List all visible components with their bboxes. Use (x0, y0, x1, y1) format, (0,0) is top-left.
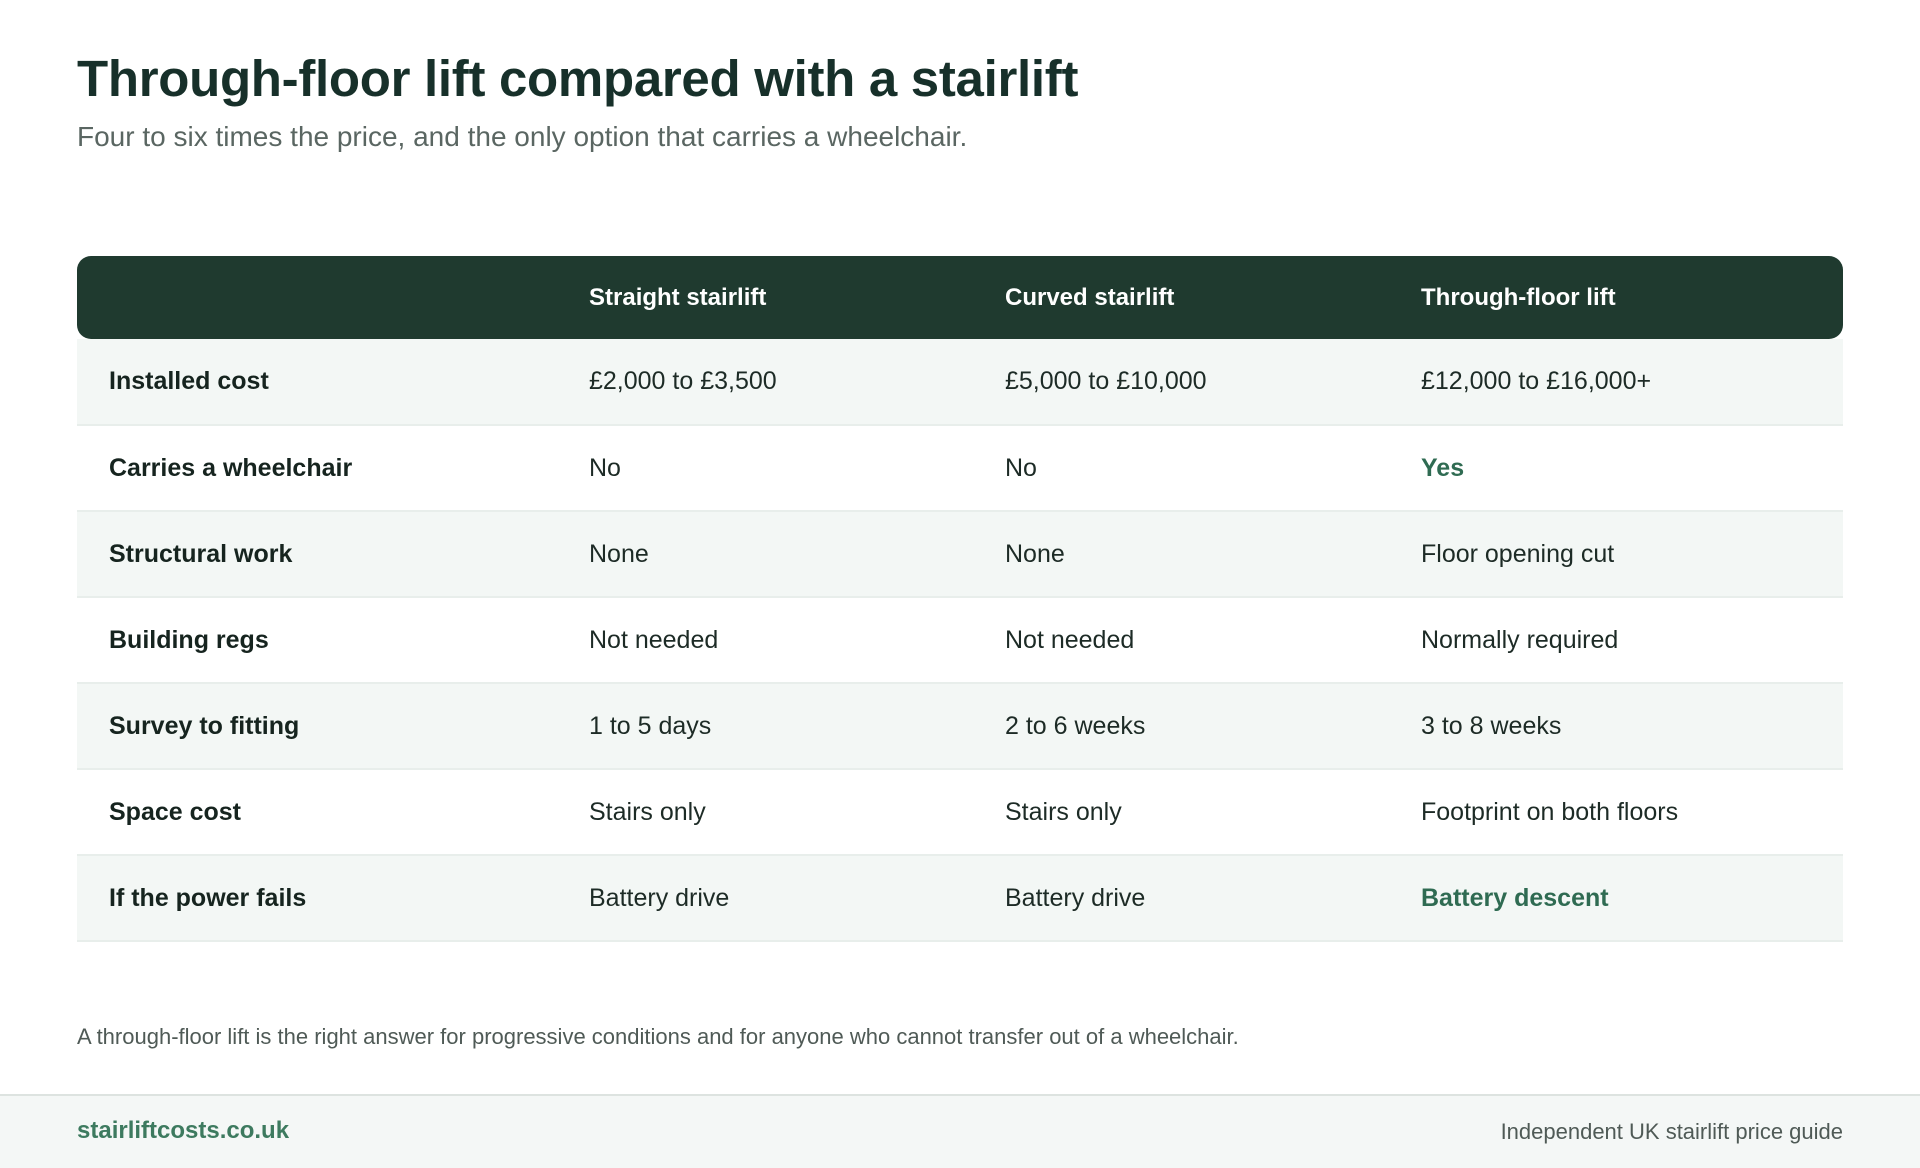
row-spacer (77, 769, 109, 855)
site-tagline: Independent UK stairlift price guide (1500, 1119, 1843, 1144)
table-row: Space cost Stairs only Stairs only Footp… (77, 769, 1843, 855)
row-spacer (77, 855, 109, 941)
cell-straight: None (589, 539, 649, 568)
row-label: Building regs (109, 625, 269, 654)
column-header-through-floor: Through-floor lift (1421, 283, 1616, 311)
row-spacer (77, 511, 109, 597)
row-label: Installed cost (109, 367, 269, 395)
header-spacer (77, 256, 109, 339)
cell-straight: No (589, 453, 621, 482)
row-label: Survey to fitting (109, 711, 300, 740)
cell-through-floor: Floor opening cut (1421, 539, 1615, 568)
table-row: Installed cost £2,000 to £3,500 £5,000 t… (77, 339, 1843, 425)
cell-through-floor-highlight: Battery descent (1421, 883, 1609, 912)
table-row: If the power fails Battery drive Battery… (77, 855, 1843, 941)
row-spacer (77, 339, 109, 425)
cell-through-floor: Footprint on both floors (1421, 797, 1679, 826)
footer: stairliftcosts.co.uk Independent UK stai… (0, 1094, 1920, 1168)
header: Through-floor lift compared with a stair… (77, 50, 1843, 154)
table-row: Structural work None None Floor opening … (77, 511, 1843, 597)
comparison-table: Straight stairlift Curved stairlift Thro… (77, 256, 1843, 942)
cell-curved: £5,000 to £10,000 (1005, 367, 1207, 395)
cell-curved: Not needed (1005, 625, 1135, 654)
cell-straight: Stairs only (589, 797, 706, 826)
cell-through-floor: Normally required (1421, 625, 1619, 654)
table-header-row: Straight stairlift Curved stairlift Thro… (77, 256, 1843, 339)
cell-straight: Battery drive (589, 883, 730, 912)
table-row: Carries a wheelchair No No Yes (77, 425, 1843, 511)
row-label: Carries a wheelchair (109, 453, 353, 482)
cell-through-floor: £12,000 to £16,000+ (1421, 367, 1652, 395)
cell-straight: £2,000 to £3,500 (589, 367, 777, 395)
cell-curved: No (1005, 453, 1037, 482)
cell-curved: Stairs only (1005, 797, 1122, 826)
page-title: Through-floor lift compared with a stair… (77, 50, 1079, 107)
cell-through-floor: 3 to 8 weeks (1421, 711, 1562, 740)
page-subtitle: Four to six times the price, and the onl… (77, 121, 968, 152)
row-spacer (77, 597, 109, 683)
column-header-curved: Curved stairlift (1005, 283, 1175, 311)
row-spacer (77, 683, 109, 769)
footnote: A through-floor lift is the right answer… (77, 1024, 1239, 1049)
table-row: Survey to fitting 1 to 5 days 2 to 6 wee… (77, 683, 1843, 769)
cell-through-floor-highlight: Yes (1421, 453, 1465, 482)
row-spacer (77, 425, 109, 511)
row-label: Structural work (109, 539, 293, 568)
cell-curved: None (1005, 539, 1065, 568)
table-row: Building regs Not needed Not needed Norm… (77, 597, 1843, 683)
column-header-label (109, 256, 589, 339)
cell-straight: Not needed (589, 625, 719, 654)
column-header-straight: Straight stairlift (589, 283, 767, 311)
cell-straight: 1 to 5 days (589, 711, 712, 740)
row-label: Space cost (109, 797, 242, 826)
cell-curved: 2 to 6 weeks (1005, 711, 1146, 740)
site-brand-link[interactable]: stairliftcosts.co.uk (77, 1117, 290, 1144)
row-label: If the power fails (109, 883, 307, 912)
cell-curved: Battery drive (1005, 883, 1146, 912)
